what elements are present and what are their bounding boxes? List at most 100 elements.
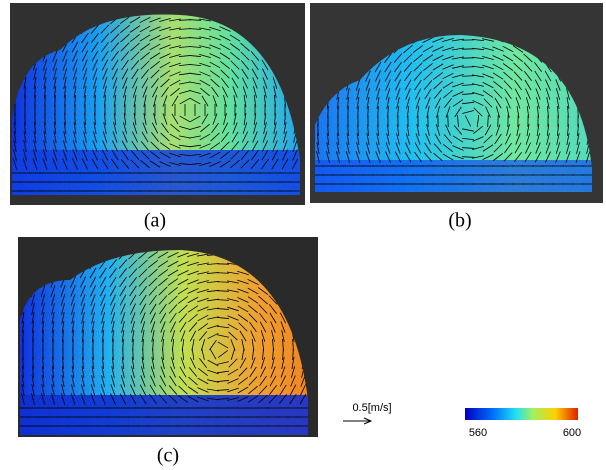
- vector: [273, 122, 277, 134]
- vector: [217, 350, 229, 358]
- vector: [21, 393, 25, 405]
- vector: [111, 59, 119, 71]
- vector: [62, 158, 68, 170]
- vector: [228, 358, 238, 368]
- vector: [209, 53, 221, 59]
- vector: [102, 68, 108, 80]
- vector: [414, 88, 422, 100]
- vector: [41, 384, 45, 396]
- vector: [292, 140, 298, 152]
- vector: [110, 24, 120, 34]
- vector: [545, 151, 551, 163]
- vector: [82, 68, 88, 80]
- vector: [89, 267, 97, 279]
- vector: [91, 41, 99, 53]
- vector: [32, 329, 34, 343]
- vector: [101, 366, 105, 378]
- vector: [61, 312, 65, 324]
- vector: [130, 51, 140, 61]
- vector: [555, 88, 561, 100]
- vector: [71, 312, 75, 324]
- vector: [139, 285, 147, 297]
- vector: [472, 155, 484, 159]
- vector: [424, 88, 432, 100]
- vector: [181, 347, 185, 361]
- vector: [210, 78, 220, 88]
- vector: [42, 149, 48, 161]
- vector: [179, 72, 191, 76]
- vector: [151, 132, 159, 142]
- vector: [109, 285, 117, 297]
- vector: [452, 47, 464, 51]
- vector: [447, 114, 449, 128]
- vector: [189, 81, 201, 85]
- vector: [385, 142, 391, 154]
- vector: [485, 106, 491, 118]
- vector: [423, 152, 433, 162]
- vector: [433, 143, 443, 153]
- vector: [24, 112, 26, 126]
- vector: [60, 294, 66, 306]
- vector: [157, 260, 169, 268]
- vector: [70, 285, 76, 297]
- vector: [167, 251, 179, 259]
- vector: [282, 131, 288, 143]
- vector: [259, 366, 267, 378]
- vector: [337, 123, 339, 137]
- vector: [472, 100, 484, 106]
- vector: [72, 50, 78, 62]
- vector: [159, 26, 171, 32]
- vector: [415, 97, 421, 109]
- vector: [492, 55, 504, 61]
- vector: [169, 143, 181, 149]
- vector: [159, 44, 171, 50]
- vector: [63, 86, 67, 98]
- vector: [21, 312, 25, 324]
- vector: [110, 384, 116, 396]
- vector: [189, 115, 201, 123]
- vector: [516, 106, 520, 118]
- vector: [171, 113, 179, 125]
- vector: [505, 97, 511, 109]
- vector: [31, 312, 35, 324]
- vector: [422, 36, 434, 44]
- vector: [209, 339, 217, 351]
- vector: [21, 375, 25, 387]
- vector: [121, 357, 125, 369]
- vector: [355, 151, 361, 163]
- vector: [272, 140, 278, 152]
- vector: [169, 36, 181, 40]
- vector: [565, 151, 571, 163]
- vector: [140, 51, 150, 61]
- vector: [442, 72, 454, 80]
- vector: [414, 151, 422, 163]
- vector: [92, 68, 98, 80]
- vector: [210, 132, 220, 142]
- vector: [110, 33, 120, 43]
- vector: [405, 133, 411, 145]
- vector: [33, 85, 37, 99]
- vector: [140, 159, 150, 169]
- vector: [111, 356, 115, 370]
- vector: [33, 121, 37, 135]
- vector: [91, 32, 99, 44]
- vector: [232, 122, 238, 134]
- vector: [395, 142, 401, 154]
- vector: [433, 152, 443, 162]
- vector: [170, 330, 176, 342]
- vector: [482, 144, 494, 152]
- vector: [178, 163, 192, 165]
- vector: [121, 321, 125, 333]
- vector: [525, 133, 531, 145]
- vector: [121, 59, 129, 71]
- vector: [366, 142, 370, 154]
- vector: [227, 387, 239, 393]
- vector: [423, 80, 433, 90]
- vector: [129, 34, 141, 42]
- vector: [199, 143, 211, 149]
- vector: [93, 122, 97, 134]
- vector: [335, 151, 341, 163]
- vector: [188, 37, 202, 39]
- vector: [71, 303, 75, 315]
- vector: [177, 287, 189, 295]
